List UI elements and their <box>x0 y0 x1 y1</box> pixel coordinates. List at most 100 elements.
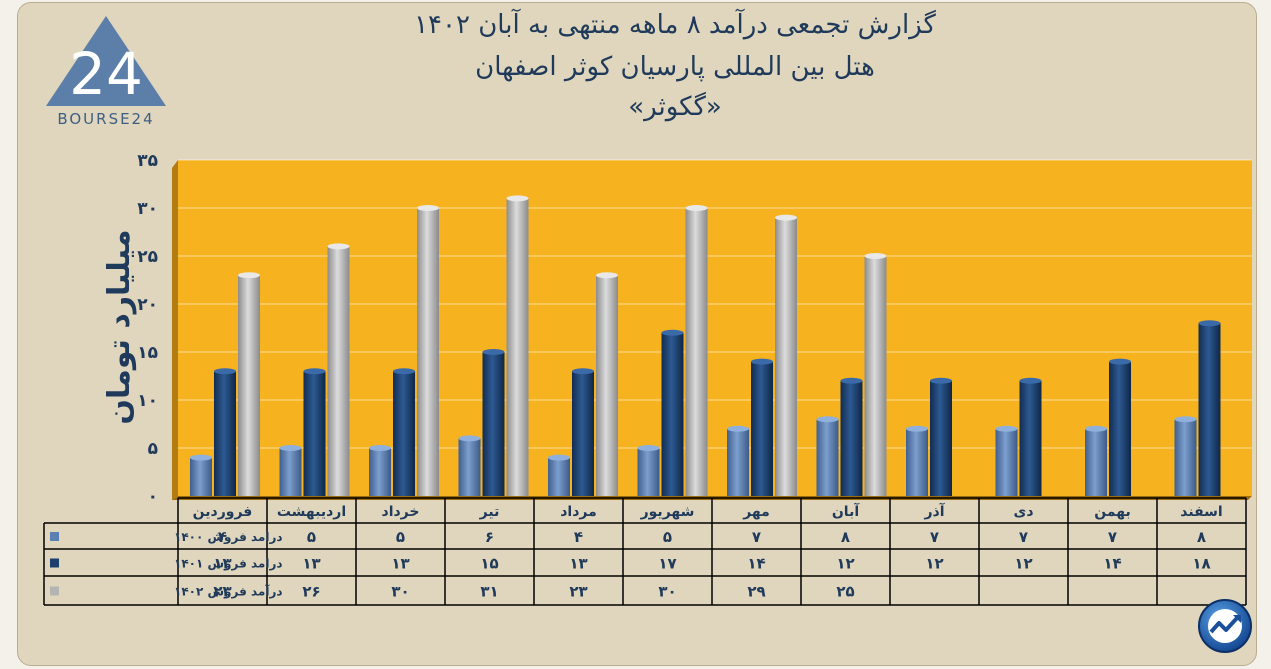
bar-cap <box>482 349 505 355</box>
bar <box>482 352 505 496</box>
x-tick-label: تیر <box>479 504 500 520</box>
bar-cap <box>1198 320 1221 327</box>
bar <box>661 332 684 496</box>
y-tick-label: ۱۰ <box>137 391 158 411</box>
bar-cap <box>572 368 594 375</box>
bar-cap <box>816 416 839 423</box>
bar-cap <box>327 243 350 250</box>
x-tick-label: اسفند <box>1180 504 1222 520</box>
plot-area <box>178 160 1252 496</box>
bar <box>506 198 529 496</box>
x-tick-label: آبان <box>832 502 860 520</box>
legend-series-name: درامد فروش ۱۴۰۰ <box>174 530 283 545</box>
data-label: ۱۲ <box>1014 555 1032 573</box>
bar <box>840 380 863 496</box>
bar <box>637 448 660 496</box>
bar-cap <box>279 445 302 451</box>
x-tick-label: خرداد <box>382 504 420 520</box>
bar <box>238 275 260 496</box>
bar <box>327 246 350 496</box>
bar <box>458 438 481 496</box>
bar-cap <box>840 377 863 384</box>
data-label: ۱۳ <box>302 555 320 573</box>
y-tick-label: ۲۵ <box>137 247 158 267</box>
bar <box>685 208 708 496</box>
bar <box>369 448 391 496</box>
data-label: ۱۳ <box>569 555 587 573</box>
bar <box>393 371 415 496</box>
x-tick-label: مهر <box>742 504 770 520</box>
bar-cap <box>417 205 439 211</box>
bar-cap <box>1109 358 1131 365</box>
chart-title: گزارش تجمعی درآمد ۸ ماهه منتهی به آبان ۱… <box>414 10 936 40</box>
bar <box>727 428 749 496</box>
data-label: ۸ <box>1197 528 1206 546</box>
bar-cap <box>190 454 212 461</box>
logo-number: 24 <box>69 40 143 108</box>
bar-cap <box>458 435 481 442</box>
bar-cap <box>238 272 260 279</box>
bar-cap <box>727 425 749 432</box>
data-label: ۲۳ <box>569 583 587 601</box>
y-axis-label: میلیارد تومان <box>102 229 137 425</box>
y-tick-label: ۳۵ <box>137 151 158 171</box>
bar <box>190 457 212 496</box>
data-label: ۱۲ <box>925 555 943 573</box>
x-tick-label: دی <box>1013 504 1033 520</box>
bar <box>417 208 439 496</box>
bar-cap <box>751 358 773 365</box>
x-tick-label: مرداد <box>560 504 597 520</box>
x-tick-label: فروردین <box>193 504 253 520</box>
data-label: ۶ <box>485 528 494 546</box>
data-label: ۵ <box>396 528 405 546</box>
bar <box>775 217 797 496</box>
bar <box>1085 428 1107 496</box>
bar <box>1198 323 1221 496</box>
y-tick-label: ۵ <box>148 439 158 459</box>
bar-cap <box>596 272 618 279</box>
bar <box>1109 361 1131 496</box>
data-label: ۱۵ <box>480 555 498 573</box>
bar <box>816 419 839 496</box>
company-symbol: «گکوثر» <box>628 92 722 122</box>
y-axis-label-wrap: میلیارد تومان <box>52 229 192 424</box>
data-label: ۲۳ <box>213 583 231 601</box>
legend-swatch <box>50 586 59 596</box>
data-label: ۲۵ <box>836 583 854 601</box>
legend-swatch <box>50 532 59 541</box>
data-label: ۵ <box>663 528 672 546</box>
data-label: ۸ <box>841 528 850 546</box>
bar-cap <box>1019 377 1042 384</box>
trend-up-icon <box>1198 599 1252 653</box>
data-label: ۱۷ <box>658 555 676 573</box>
bar-cap <box>303 368 326 375</box>
data-label: ۴ <box>218 528 227 546</box>
bar-cap <box>393 368 415 375</box>
bar <box>572 371 594 496</box>
bar-cap <box>548 454 570 461</box>
logo-text: BOURSE24 <box>57 110 155 128</box>
x-tick-label: آذر <box>923 502 945 520</box>
bar-cap <box>506 195 529 202</box>
y-tick-label: ۱۵ <box>137 343 158 363</box>
bar <box>1019 380 1042 496</box>
bar-cap <box>1085 425 1107 432</box>
bar <box>864 256 887 496</box>
bar <box>303 371 326 496</box>
bar <box>279 448 302 496</box>
logo-triangle-icon: 24 <box>46 16 166 108</box>
data-label: ۳۰ <box>658 583 676 601</box>
data-label: ۲۹ <box>747 583 765 601</box>
data-label: ۲۶ <box>302 583 320 601</box>
x-tick-label: اردیبهشت <box>277 504 346 520</box>
bar <box>995 428 1018 496</box>
x-tick-label: شهریور <box>640 504 695 520</box>
bar-cap <box>369 445 391 451</box>
y-tick-label: ۰ <box>148 487 158 507</box>
data-label: ۵ <box>307 528 316 546</box>
data-label: ۳۱ <box>480 583 498 601</box>
legend-series-name: درامد فروش ۱۴۰۱ <box>174 557 283 572</box>
bar <box>930 380 952 496</box>
data-label: ۱۳ <box>391 555 409 573</box>
